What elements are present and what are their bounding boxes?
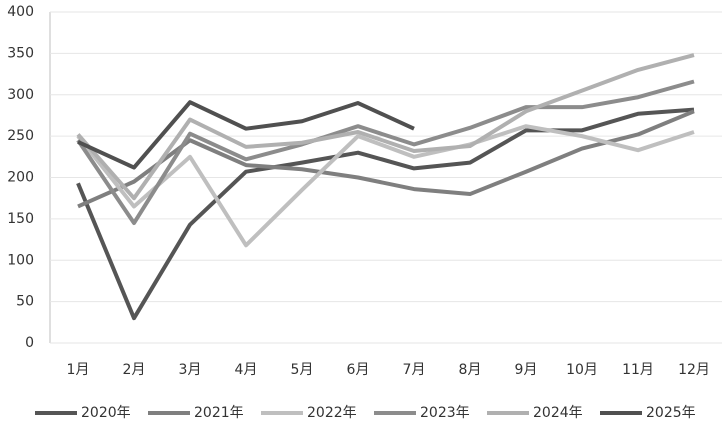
x-tick-label: 5月 bbox=[291, 362, 314, 378]
legend-label: 2023年 bbox=[420, 405, 470, 421]
series-line bbox=[76, 53, 695, 201]
y-tick-label: 300 bbox=[7, 87, 34, 103]
y-tick-label: 100 bbox=[7, 252, 34, 268]
y-tick-label: 50 bbox=[16, 294, 34, 310]
legend-label: 2025年 bbox=[646, 405, 696, 421]
legend-label: 2024年 bbox=[533, 405, 583, 421]
x-tick-label: 9月 bbox=[515, 362, 538, 378]
series-line bbox=[76, 124, 695, 248]
y-tick-label: 350 bbox=[7, 45, 34, 61]
x-tick-label: 4月 bbox=[235, 362, 258, 378]
x-tick-label: 2月 bbox=[123, 362, 146, 378]
y-tick-label: 150 bbox=[7, 211, 34, 227]
legend-label: 2022年 bbox=[307, 405, 357, 421]
x-tick-label: 1月 bbox=[67, 362, 90, 378]
series-line bbox=[77, 100, 415, 170]
x-tick-label: 8月 bbox=[459, 362, 482, 378]
legend-label: 2020年 bbox=[81, 405, 131, 421]
series-line bbox=[76, 79, 695, 226]
y-tick-label: 400 bbox=[7, 4, 34, 20]
y-tick-label: 200 bbox=[7, 170, 34, 186]
y-tick-label: 250 bbox=[7, 128, 34, 144]
y-tick-label: 0 bbox=[25, 335, 34, 351]
x-tick-label: 3月 bbox=[179, 362, 202, 378]
x-tick-label: 10月 bbox=[566, 362, 598, 378]
x-tick-label: 11月 bbox=[622, 362, 654, 378]
series-line bbox=[76, 107, 695, 321]
x-tick-label: 7月 bbox=[403, 362, 426, 378]
legend-label: 2021年 bbox=[194, 405, 244, 421]
x-tick-label: 6月 bbox=[347, 362, 370, 378]
x-tick-label: 12月 bbox=[678, 362, 710, 378]
